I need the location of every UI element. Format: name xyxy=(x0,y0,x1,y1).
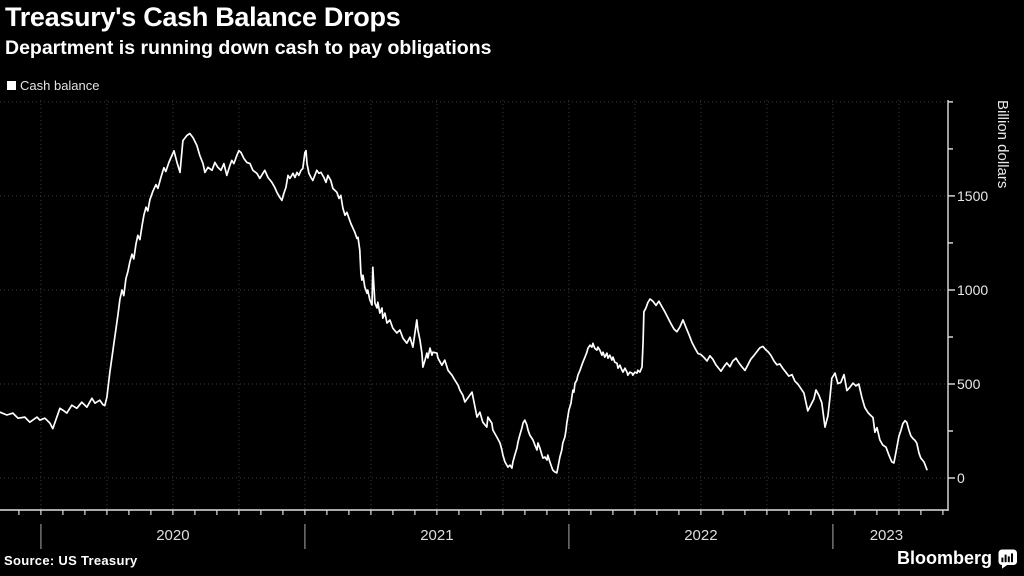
legend: Cash balance xyxy=(7,78,100,93)
bloomberg-brand: Bloomberg xyxy=(897,548,1018,569)
x-axis-year-label: 2022 xyxy=(684,527,718,544)
y-axis-tick-label: 500 xyxy=(957,376,981,392)
page-subtitle: Department is running down cash to pay o… xyxy=(5,37,492,59)
page-title: Treasury's Cash Balance Drops xyxy=(5,2,401,32)
cash-balance-line xyxy=(0,132,928,474)
legend-label: Cash balance xyxy=(20,78,100,93)
source-note: Source: US Treasury xyxy=(4,553,138,568)
x-axis-year-label: 2021 xyxy=(420,527,454,544)
x-axis-year-label: 2020 xyxy=(156,527,190,544)
y-axis-tick-label: 0 xyxy=(957,470,965,486)
x-axis-year-label: 2023 xyxy=(869,527,904,544)
y-axis-tick-label: 1500 xyxy=(957,187,989,204)
legend-swatch-icon xyxy=(7,81,16,90)
y-axis-tick-label: 1000 xyxy=(957,282,989,298)
y-axis-title: Billion dollars xyxy=(994,100,1011,189)
bloomberg-terminal-icon xyxy=(998,549,1017,569)
bloomberg-wordmark: Bloomberg xyxy=(896,548,992,568)
